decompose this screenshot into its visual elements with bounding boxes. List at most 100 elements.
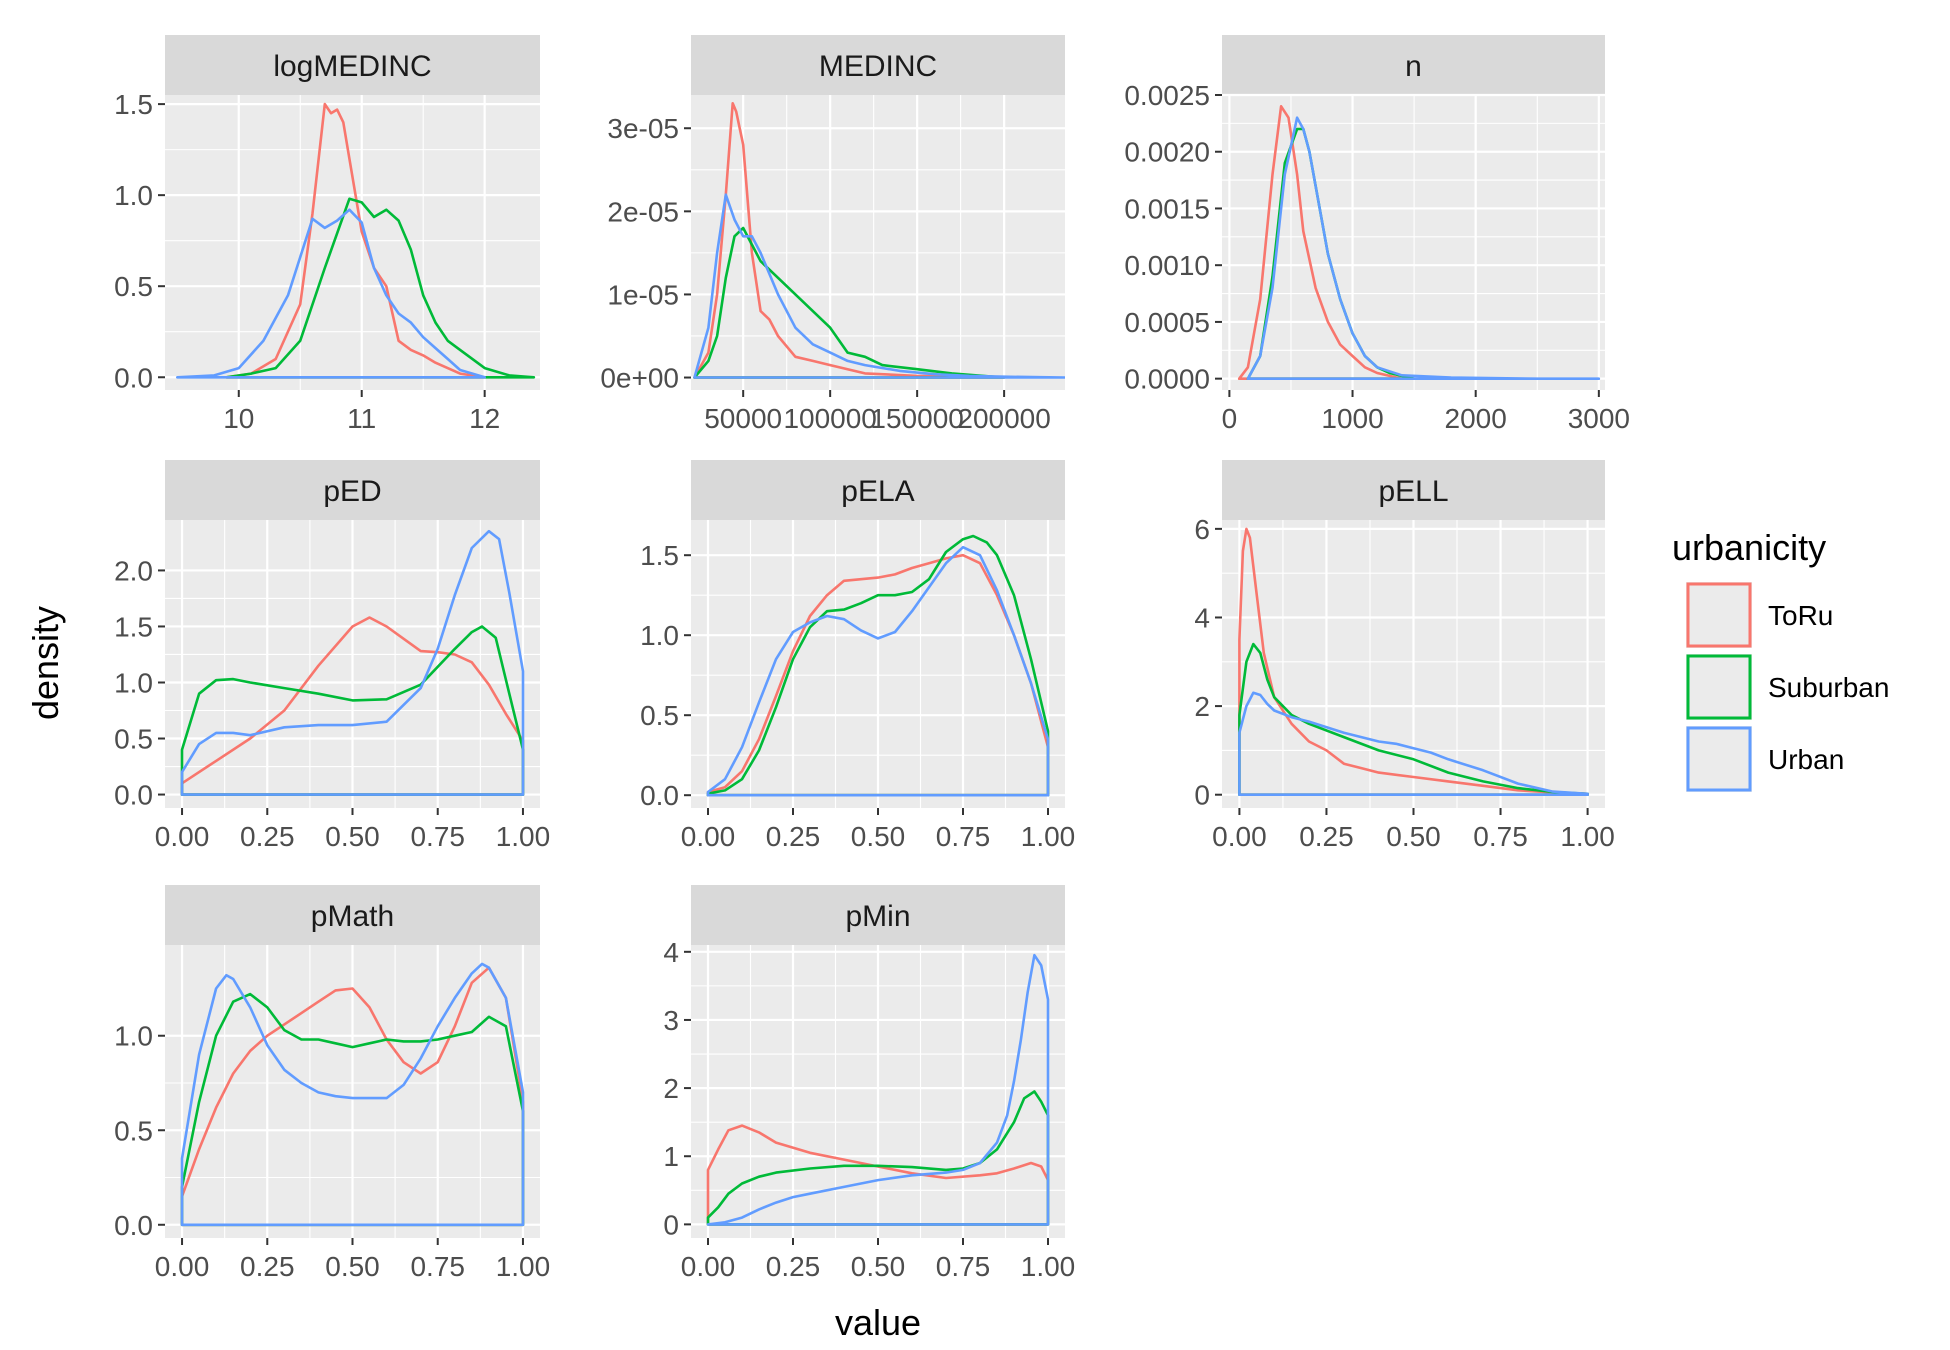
y-tick-label: 0.0005 (1124, 307, 1210, 338)
panel-background (691, 95, 1065, 390)
x-tick-label: 0.00 (1212, 821, 1267, 852)
facet-strip-label: pELA (841, 475, 914, 508)
x-tick-label: 3000 (1568, 403, 1630, 434)
x-tick-label: 0.00 (155, 821, 210, 852)
x-tick-label: 1.00 (1560, 821, 1615, 852)
x-axis-title: value (835, 1302, 921, 1343)
y-tick-label: 0.5 (114, 724, 153, 755)
legend-key-swatch (1686, 582, 1752, 648)
x-tick-label: 12 (469, 403, 500, 434)
x-tick-label: 150000 (870, 403, 963, 434)
x-tick-label: 0.75 (936, 821, 991, 852)
y-tick-label: 0e+00 (600, 363, 679, 394)
facet-strip-label: pMath (311, 900, 394, 933)
density-line-urban (693, 193, 1065, 379)
density-line-toru (180, 616, 525, 796)
density-line-toru (706, 1124, 1050, 1226)
legend-title: urbanicity (1672, 527, 1826, 568)
y-tick-label: 0.0 (114, 362, 153, 393)
legend-item-toru: ToRu (1686, 582, 1833, 648)
legend-key-background (1686, 582, 1752, 648)
y-tick-label: 0 (663, 1209, 679, 1240)
y-tick-label: 0.0015 (1124, 193, 1210, 224)
x-tick-label: 0.00 (681, 1251, 736, 1282)
legend-key-background (1686, 726, 1752, 792)
series-group (706, 534, 1050, 797)
x-tick-label: 50000 (704, 403, 782, 434)
facet-strip-label: MEDINC (819, 50, 937, 83)
x-tick-label: 0 (1222, 403, 1238, 434)
y-tick-label: 0.0010 (1124, 250, 1210, 281)
x-tick-label: 0.25 (240, 1251, 295, 1282)
density-line-urban (180, 962, 525, 1227)
facet-strip-label: n (1405, 50, 1422, 83)
legend-key-swatch (1686, 654, 1752, 720)
facet-strip-label: pED (323, 475, 381, 508)
legend-label: Urban (1768, 744, 1844, 775)
x-tick-label: 0.25 (766, 1251, 821, 1282)
y-tick-label: 0.0000 (1124, 364, 1210, 395)
legend-item-suburban: Suburban (1686, 654, 1889, 720)
facet-strip-label: pMin (845, 900, 910, 933)
facet-strip (691, 35, 1065, 95)
y-tick-label: 0.5 (114, 1115, 153, 1146)
legend-key-background (1686, 654, 1752, 720)
series-group (176, 102, 536, 379)
density-line-urban (1238, 691, 1589, 796)
y-tick-label: 0.0 (640, 780, 679, 811)
density-line-urban (706, 545, 1050, 797)
facet-panel-pELA: pELA 0.00 0.25 0.50 0.75 1.00 0.0 0.5 1.0 1.5 (640, 460, 1075, 852)
x-tick-label: 1.00 (1021, 821, 1076, 852)
y-tick-label: 2.0 (114, 555, 153, 586)
y-tick-label: 1.0 (114, 180, 153, 211)
y-tick-label: 6 (1194, 514, 1210, 545)
legend-label: ToRu (1768, 600, 1833, 631)
density-line-urban (180, 529, 525, 796)
x-tick-label: 200000 (957, 403, 1050, 434)
density-line-suburban (180, 625, 525, 796)
density-line-toru (1238, 527, 1589, 796)
x-tick-label: 0.75 (1473, 821, 1528, 852)
facet-strip (165, 885, 540, 945)
legend-item-urban: Urban (1686, 726, 1844, 792)
facet-strip (691, 885, 1065, 945)
density-line-urban (1246, 116, 1601, 380)
y-tick-label: 1.5 (114, 611, 153, 642)
x-tick-label: 0.25 (766, 821, 821, 852)
x-tick-label: 0.00 (155, 1251, 210, 1282)
x-tick-label: 1000 (1321, 403, 1383, 434)
y-tick-label: 4 (663, 937, 679, 968)
x-tick-label: 1.00 (496, 821, 551, 852)
y-tick-label: 0.0 (114, 1210, 153, 1241)
density-line-urban (706, 953, 1050, 1226)
legend: urbanicity ToRu Suburban Urban (1672, 527, 1889, 792)
facet-panel-logMEDINC: logMEDINC 10 11 12 0.0 0.5 1.0 1.5 (114, 35, 540, 434)
density-line-suburban (706, 1090, 1050, 1226)
x-tick-label: 0.50 (851, 1251, 906, 1282)
x-tick-label: 0.75 (410, 821, 465, 852)
y-tick-label: 2 (663, 1073, 679, 1104)
legend-key-swatch (1686, 726, 1752, 792)
y-tick-label: 3e-05 (607, 113, 679, 144)
density-line-suburban (180, 992, 525, 1227)
facet-strip-label: logMEDINC (273, 50, 431, 83)
facet-panel-pED: pED 0.00 0.25 0.50 0.75 1.00 0.0 0.5 1.0 1.5 2.0 (114, 460, 550, 852)
y-tick-label: 3 (663, 1005, 679, 1036)
x-tick-label: 0.25 (240, 821, 295, 852)
legend-label: Suburban (1768, 672, 1889, 703)
x-tick-label: 0.50 (325, 821, 380, 852)
x-tick-label: 0.75 (410, 1251, 465, 1282)
x-tick-label: 0.50 (325, 1251, 380, 1282)
x-tick-label: 10 (223, 403, 254, 434)
x-tick-label: 0.25 (1299, 821, 1354, 852)
y-tick-label: 0.0 (114, 780, 153, 811)
facet-panel-pELL: pELL 0.00 0.25 0.50 0.75 1.00 0 2 4 6 (1194, 460, 1615, 852)
y-tick-label: 0.5 (114, 271, 153, 302)
panel-background (1222, 95, 1605, 390)
legend-keys: ToRu Suburban Urban (1686, 582, 1889, 792)
facet-strip (165, 460, 540, 520)
y-tick-label: 1 (663, 1141, 679, 1172)
series-group (706, 953, 1050, 1226)
